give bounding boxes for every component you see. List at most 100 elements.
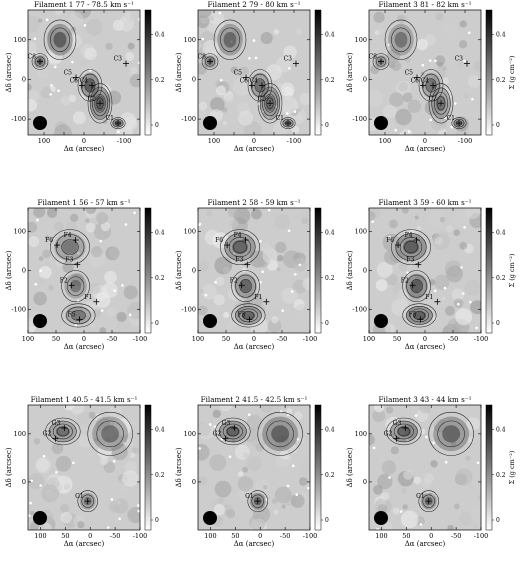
- beam-marker: [203, 511, 217, 525]
- panel-frame: [27, 404, 141, 531]
- beam-marker: [374, 116, 388, 130]
- intensity-contour: [431, 87, 451, 119]
- y-axis-label: Δδ (arcsec): [175, 250, 183, 290]
- panel-title: Filament 3 81 - 82 km s⁻¹: [379, 0, 472, 9]
- intensity-contour: [235, 306, 262, 325]
- channel-panel: Filament 2 58 - 59 km s⁻¹ F6 F4 F3 F2 F1 F5 100…: [175, 198, 335, 351]
- y-axis-label: Δδ (arcsec): [346, 52, 354, 92]
- intensity-contour: [92, 90, 108, 117]
- intensity-contour: [112, 118, 124, 128]
- x-tick-label: -100: [474, 335, 489, 343]
- intensity-contour: [238, 308, 259, 323]
- intensity-contour: [56, 426, 69, 437]
- x-tick-label: -100: [133, 335, 148, 343]
- beam-marker: [33, 116, 47, 130]
- intensity-contour: [87, 83, 113, 124]
- x-tick-label: 50: [61, 532, 69, 540]
- colorbar: [485, 9, 493, 136]
- x-axis-label: Δα (arcsec): [64, 145, 105, 153]
- intensity-contour: [220, 27, 240, 52]
- channel-panel: Filament 3 59 - 60 km s⁻¹ F6 F4 F3 F2 F1 F5 100…: [346, 198, 516, 351]
- colorbar-tick-label: 0.4: [496, 32, 506, 39]
- x-axis-label: Δα (arcsec): [405, 540, 446, 548]
- y-tick-label: -100: [181, 115, 196, 123]
- y-axis-label: Δδ (arcsec): [346, 447, 354, 487]
- core-label: F3: [235, 257, 243, 264]
- colorbar-tick-label: 0.2: [496, 472, 506, 479]
- core-label: F3: [65, 257, 73, 264]
- core-label: F6: [386, 237, 394, 244]
- intensity-contour: [404, 240, 418, 254]
- core-label: G2: [43, 431, 52, 438]
- core-label: G3: [222, 420, 231, 427]
- panel-title: Filament 2 58 - 59 km s⁻¹: [208, 198, 301, 207]
- y-axis-label: Δδ (arcsec): [175, 52, 183, 92]
- colorbar-tick-label: 0.2: [325, 472, 335, 479]
- y-tick-label: -100: [181, 306, 196, 314]
- core-label: C8: [28, 54, 37, 61]
- core-label: F6: [45, 237, 53, 244]
- y-tick-label: 0: [192, 75, 196, 83]
- x-axis-label: Δα (arcsec): [405, 343, 446, 351]
- y-tick-label: 0: [363, 478, 367, 486]
- intensity-contour: [77, 490, 98, 513]
- intensity-contour: [233, 240, 247, 254]
- x-tick-label: 0: [252, 137, 256, 145]
- colorbar-tick-label: 0.4: [155, 427, 165, 434]
- colorbar-tick-label: 0.2: [325, 77, 335, 84]
- intensity-contour: [235, 274, 256, 298]
- intensity-contour: [406, 306, 433, 325]
- intensity-contour: [110, 117, 126, 129]
- y-tick-label: 100: [14, 227, 26, 235]
- y-tick-label: 100: [14, 36, 26, 44]
- core-label: C1: [276, 115, 284, 122]
- intensity-contour: [89, 86, 111, 120]
- intensity-contour: [96, 420, 124, 448]
- x-tick-label: 100: [363, 335, 375, 343]
- intensity-contour: [66, 276, 85, 296]
- x-tick-label: -100: [287, 137, 302, 145]
- intensity-contour: [397, 426, 410, 437]
- x-tick-label: -50: [107, 335, 117, 343]
- panel-title: Filament 1 40.5 - 41.5 km s⁻¹: [31, 395, 138, 404]
- x-axis-label: Δα (arcsec): [234, 540, 275, 548]
- core-label: C3: [114, 56, 123, 63]
- core-label: F6: [215, 237, 223, 244]
- y-tick-label: 100: [355, 430, 367, 438]
- intensity-contour: [410, 279, 423, 294]
- intensity-contour: [393, 423, 414, 440]
- x-axis-label: Δα (arcsec): [234, 145, 275, 153]
- core-label: F2: [230, 277, 238, 284]
- intensity-contour: [257, 411, 303, 456]
- core-label: G3: [393, 420, 402, 427]
- panel-title: Filament 3 43 - 44 km s⁻¹: [379, 395, 472, 404]
- x-tick-label: 100: [379, 137, 391, 145]
- colorbar-tick-label: 0.2: [496, 77, 506, 84]
- beam-marker: [374, 314, 388, 328]
- x-tick-label: -50: [280, 532, 290, 540]
- intensity-contour: [220, 229, 260, 265]
- y-tick-label: -100: [11, 306, 26, 314]
- intensity-contour: [434, 91, 448, 115]
- column-density-map: F6 F4 F3 F2 F1 F5: [369, 208, 481, 333]
- colorbar-tick-label: 0.2: [325, 275, 335, 282]
- intensity-contour: [201, 53, 219, 70]
- y-tick-label: 100: [184, 430, 196, 438]
- beam-marker: [203, 116, 217, 130]
- y-tick-label: 0: [22, 267, 26, 275]
- intensity-contour: [402, 270, 431, 303]
- colorbar-tick-label: 0: [325, 517, 329, 524]
- x-tick-label: 100: [208, 137, 220, 145]
- x-tick-label: -50: [277, 335, 287, 343]
- colorbar-tick-label: 0.2: [155, 275, 165, 282]
- colorbar-tick-label: 0.4: [496, 427, 506, 434]
- intensity-contour: [247, 69, 273, 102]
- x-tick-label: 0: [423, 335, 427, 343]
- colorbar-tick-label: 0: [155, 122, 159, 129]
- y-tick-label: 100: [355, 36, 367, 44]
- core-label: C2: [258, 95, 267, 102]
- x-tick-label: -100: [133, 532, 148, 540]
